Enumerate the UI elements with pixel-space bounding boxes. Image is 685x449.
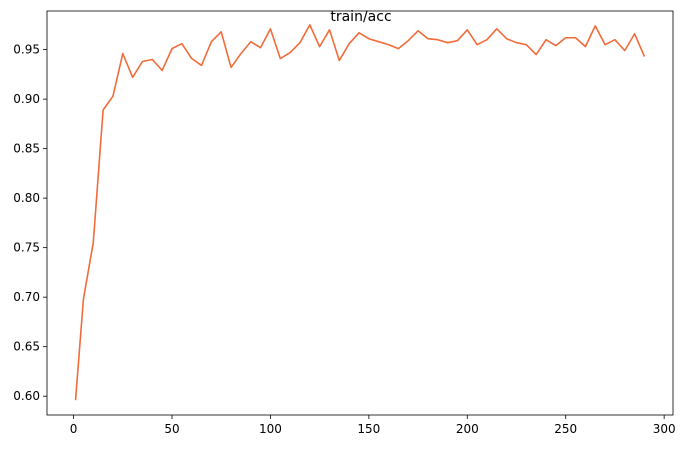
x-tick-label: 0 (70, 422, 78, 436)
plot-area (74, 24, 646, 401)
axes-frame (46, 10, 674, 416)
x-tick-label: 100 (259, 422, 282, 436)
y-tick-label: 0.90 (13, 92, 40, 106)
x-tick-label: 300 (653, 422, 676, 436)
y-tick-label: 0.75 (13, 241, 40, 255)
x-axis: 0 50 100 150 200 250 300 (70, 415, 676, 436)
x-tick-label: 250 (554, 422, 577, 436)
y-axis: 0.60 0.65 0.70 0.75 0.80 0.85 0.90 0.95 (13, 43, 47, 403)
x-tick-label: 200 (456, 422, 479, 436)
series-line (74, 24, 646, 401)
x-tick-label: 50 (164, 422, 179, 436)
y-tick-label: 0.80 (13, 191, 40, 205)
y-tick-label: 0.60 (13, 389, 40, 403)
y-tick-label: 0.65 (13, 340, 40, 354)
y-tick-label: 0.95 (13, 43, 40, 57)
x-tick-label: 150 (357, 422, 380, 436)
chart-title: train/acc (330, 9, 391, 25)
y-tick-label: 0.70 (13, 290, 40, 304)
y-tick-label: 0.85 (13, 142, 40, 156)
